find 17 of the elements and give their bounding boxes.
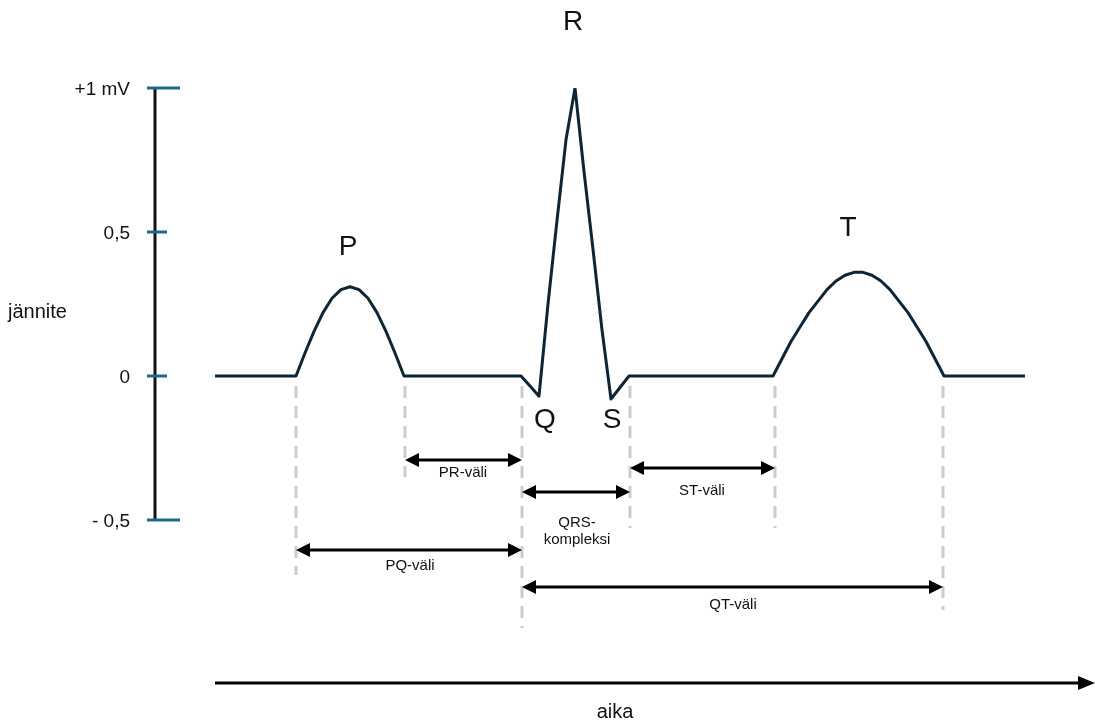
annotation: S [601,403,623,436]
y-tick-label: 0,5 [103,221,130,243]
annotation: ST-väli [678,481,726,499]
text: QT-väli [708,595,758,613]
text: R [561,5,585,38]
line-series [213,88,1027,401]
text: PQ-väli [384,556,436,574]
y-tick-label: - 0,5 [91,509,130,531]
y-tick-label: 0 [119,365,130,387]
y-tick-label: +1 mV [74,77,131,99]
annotation: T [838,211,858,244]
text: aika [595,700,635,723]
annotation: Q [533,403,557,436]
annotation: P [337,230,359,263]
annotation: QRS-kompleksi [542,513,612,548]
y-axis-title: jännite [8,300,67,323]
annotation: PR-väli [437,463,489,481]
